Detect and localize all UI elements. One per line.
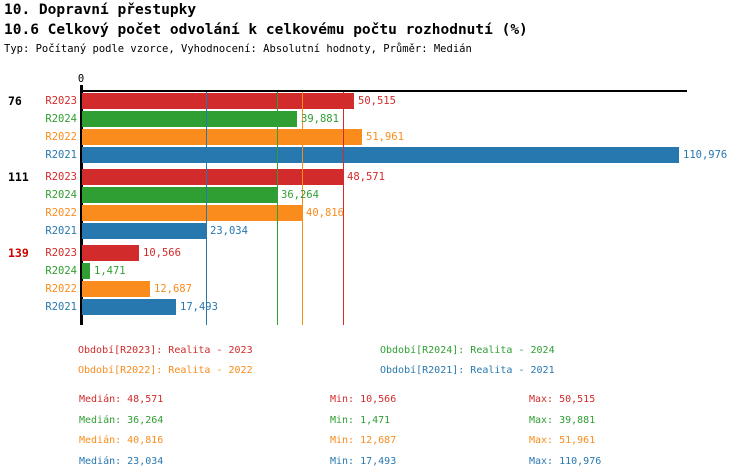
min-stat-R2022: Min: 12,687 xyxy=(330,435,397,446)
series-tick-label: R2023 xyxy=(45,247,77,259)
group-label: 111 xyxy=(8,170,29,184)
series-tick-label: R2024 xyxy=(45,113,77,125)
max-stat-R2024: Max: 39,881 xyxy=(529,415,596,426)
bar-value-label: 10,566 xyxy=(143,247,181,259)
group-label: 76 xyxy=(8,94,22,108)
bar-value-label: 51,961 xyxy=(366,131,404,143)
chart-subtitle: 10.6 Celkový počet odvolání k celkovému … xyxy=(4,22,528,38)
legend-item-R2024: Období[R2024]: Realita - 2024 xyxy=(380,345,555,356)
legend-item-R2023: Období[R2023]: Realita - 2023 xyxy=(78,345,253,356)
bar-R2023 xyxy=(82,169,343,185)
series-tick-label: R2021 xyxy=(45,301,77,313)
median-line-R2022 xyxy=(302,92,303,325)
page-title: 10. Dopravní přestupky xyxy=(4,2,197,18)
bar-value-label: 48,571 xyxy=(347,171,385,183)
bar-value-label: 40,816 xyxy=(306,207,344,219)
series-tick-label: R2023 xyxy=(45,95,77,107)
legend-item-R2021: Období[R2021]: Realita - 2021 xyxy=(380,365,555,376)
bar-R2021 xyxy=(82,223,206,239)
median-line-R2023 xyxy=(343,92,344,325)
bar-R2022 xyxy=(82,129,362,145)
max-stat-R2022: Max: 51,961 xyxy=(529,435,596,446)
bar-R2023 xyxy=(82,93,354,109)
bar-R2023 xyxy=(82,245,139,261)
x-axis-zero-label: 0 xyxy=(77,73,85,85)
min-stat-R2023: Min: 10,566 xyxy=(330,394,397,405)
bar-R2022 xyxy=(82,281,150,297)
bar-value-label: 23,034 xyxy=(210,225,248,237)
chart-meta-line: Typ: Počítaný podle vzorce, Vyhodnocení:… xyxy=(4,43,472,55)
bar-value-label: 39,881 xyxy=(301,113,339,125)
median-line-R2021 xyxy=(206,92,207,325)
bar-R2024 xyxy=(82,187,277,203)
bar-R2021 xyxy=(82,299,176,315)
series-tick-label: R2022 xyxy=(45,283,77,295)
bar-value-label: 1,471 xyxy=(94,265,126,277)
bar-R2024 xyxy=(82,111,297,127)
bar-R2024 xyxy=(82,263,90,279)
series-tick-label: R2022 xyxy=(45,131,77,143)
median-stat-R2021: Medián: 23,034 xyxy=(79,456,164,467)
y-axis-line xyxy=(80,85,83,325)
median-line-R2024 xyxy=(277,92,278,325)
bar-value-label: 36,264 xyxy=(281,189,319,201)
max-stat-R2021: Max: 110,976 xyxy=(529,456,602,467)
series-tick-label: R2022 xyxy=(45,207,77,219)
group-label: 139 xyxy=(8,246,29,260)
max-stat-R2023: Max: 50,515 xyxy=(529,394,596,405)
series-tick-label: R2021 xyxy=(45,149,77,161)
series-tick-label: R2024 xyxy=(45,189,77,201)
bar-value-label: 12,687 xyxy=(154,283,192,295)
bar-value-label: 50,515 xyxy=(358,95,396,107)
median-stat-R2023: Medián: 48,571 xyxy=(79,394,164,405)
median-stat-R2022: Medián: 40,816 xyxy=(79,435,164,446)
series-tick-label: R2023 xyxy=(45,171,77,183)
median-stat-R2024: Medián: 36,264 xyxy=(79,415,164,426)
min-stat-R2024: Min: 1,471 xyxy=(330,415,391,426)
x-axis-line xyxy=(80,90,687,92)
min-stat-R2021: Min: 17,493 xyxy=(330,456,397,467)
legend-item-R2022: Období[R2022]: Realita - 2022 xyxy=(78,365,253,376)
bar-value-label: 17,493 xyxy=(180,301,218,313)
series-tick-label: R2024 xyxy=(45,265,77,277)
bar-R2022 xyxy=(82,205,302,221)
bar-value-label: 110,976 xyxy=(683,149,728,161)
bar-R2021 xyxy=(82,147,679,163)
series-tick-label: R2021 xyxy=(45,225,77,237)
